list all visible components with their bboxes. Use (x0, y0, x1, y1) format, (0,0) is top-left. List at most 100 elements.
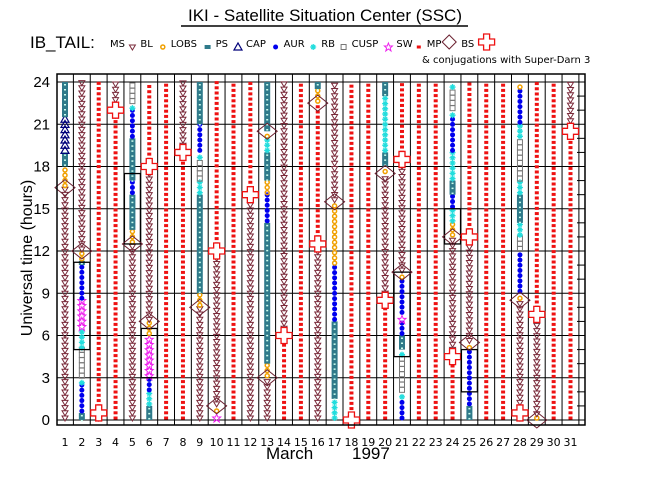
point-sw (147, 137, 152, 140)
point-sw (164, 224, 169, 228)
point-aur (382, 111, 389, 118)
point-sw (568, 322, 573, 326)
point-cap (129, 123, 135, 129)
lobs-tick (266, 154, 269, 156)
point-sw (534, 243, 539, 247)
point-sw (96, 253, 101, 257)
point-cap (517, 273, 523, 279)
point-sw (231, 234, 236, 238)
point-sw (400, 98, 404, 102)
point-sw (349, 152, 354, 156)
point-sw (416, 312, 421, 316)
point-sw (416, 250, 421, 254)
lobs-tick (333, 388, 336, 390)
point-sw (467, 181, 472, 185)
point-sw (484, 328, 489, 332)
point-sw (349, 209, 354, 213)
point-sw (366, 265, 371, 269)
point-sw (416, 291, 421, 295)
legend-symbol-rb-icon (340, 44, 347, 50)
point-sw (113, 239, 118, 243)
point-aur (516, 226, 523, 233)
point-sw (96, 336, 101, 340)
point-aur (264, 142, 271, 149)
point-sw (147, 95, 152, 99)
point-sw (501, 109, 506, 113)
point-cap (450, 127, 456, 133)
point-cap (466, 349, 472, 355)
point-ms (381, 176, 390, 183)
point-bl (331, 239, 338, 246)
point-sw (383, 328, 388, 332)
point-sw (96, 243, 101, 247)
point-sw (315, 193, 320, 197)
point-sw (349, 230, 354, 234)
point-sw (366, 239, 371, 243)
point-sw (501, 276, 506, 280)
point-aur (382, 142, 389, 149)
point-sw (282, 354, 287, 358)
point-cap (197, 127, 203, 133)
point-sw (416, 234, 421, 238)
point-ps (59, 114, 71, 123)
point-sw (96, 154, 101, 158)
point-sw (551, 218, 556, 222)
point-sw (180, 374, 185, 378)
point-cap (79, 408, 85, 414)
lobs-tick (198, 291, 201, 294)
point-sw (534, 191, 539, 195)
point-cap (399, 283, 405, 289)
point-ps (59, 124, 71, 134)
point-sw (231, 198, 236, 202)
point-sw (180, 286, 185, 290)
point-sw (282, 411, 287, 415)
point-aur (516, 133, 523, 140)
lobs-tick (333, 328, 336, 330)
chart-title: IKI - Satellite Situation Center (SSC) (188, 6, 462, 25)
point-cap (332, 275, 338, 281)
point-sw (164, 156, 169, 160)
point-rb (449, 94, 456, 101)
lobs-tick (198, 124, 201, 126)
point-sw (180, 302, 185, 306)
point-sw (501, 104, 506, 108)
point-bl (517, 84, 523, 90)
x-tick-label: 17 (328, 436, 342, 449)
point-sw (164, 161, 169, 165)
point-sw (568, 244, 573, 248)
point-sw (231, 390, 236, 394)
point-sw (349, 188, 354, 192)
point-sw (551, 312, 556, 316)
lobs-tick (384, 154, 387, 156)
point-sw (164, 151, 169, 155)
x-tick-label: 3 (95, 436, 102, 449)
point-aur (449, 159, 456, 166)
point-sw (214, 216, 219, 220)
legend-symbol-aur-icon (310, 44, 317, 50)
point-bl (264, 189, 270, 196)
point-sw (214, 122, 219, 126)
x-axis-label-month: March (266, 444, 313, 463)
point-sw (416, 322, 421, 326)
point-sw (214, 133, 219, 137)
point-sw (315, 162, 320, 166)
lobs-tick (198, 246, 201, 249)
point-sw (551, 203, 556, 207)
point-sw (315, 224, 320, 228)
magnetopause-crossing-icon (374, 164, 396, 183)
point-rb (129, 87, 136, 94)
lobs-tick (198, 231, 201, 234)
point-sw (214, 185, 219, 189)
point-sw (180, 213, 185, 217)
point-sw (501, 172, 506, 176)
point-ms (263, 379, 272, 386)
point-sw (180, 343, 185, 347)
lobs-tick (266, 164, 269, 166)
point-sw (113, 146, 118, 150)
lobs-tick (451, 182, 454, 185)
point-sw (551, 291, 556, 295)
point-sw (214, 112, 219, 116)
point-cap (332, 264, 338, 270)
point-sw (366, 229, 371, 233)
